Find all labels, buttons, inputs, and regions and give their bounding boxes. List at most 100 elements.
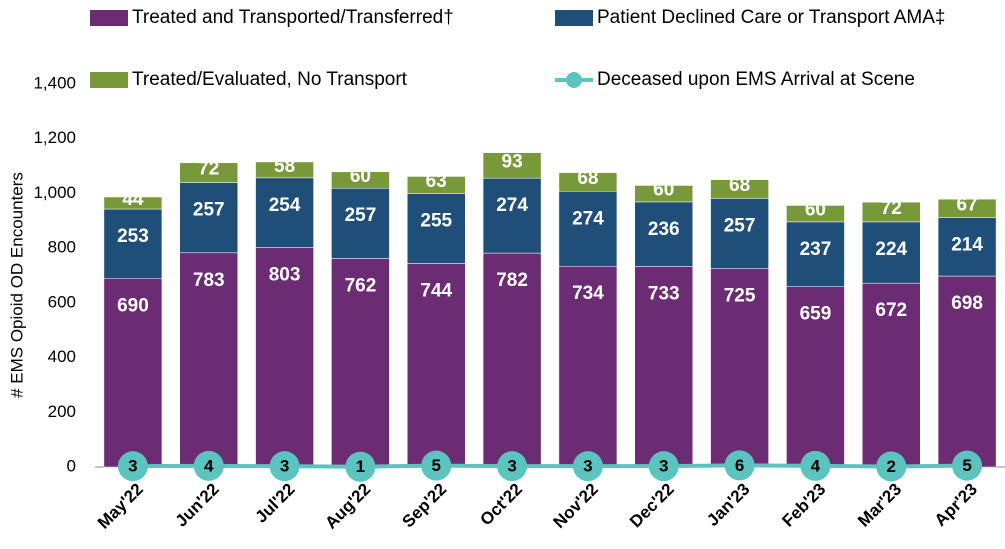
data-label: 672 (875, 300, 907, 321)
bar-segment (862, 201, 921, 223)
data-label: 274 (496, 195, 528, 216)
line-marker (421, 450, 452, 481)
line-label: 3 (659, 457, 668, 476)
data-label: 782 (496, 270, 528, 291)
bar-segment (558, 172, 618, 192)
bar-segment (482, 177, 542, 254)
x-tick-label: Oct'22 (476, 480, 526, 530)
legend-label: Treated and Transported/Transferred† (132, 7, 454, 28)
x-tick-label: Dec'22 (626, 480, 678, 532)
data-label: 68 (577, 168, 598, 189)
x-tick-label: Sep'22 (399, 480, 451, 532)
line-label: 3 (507, 457, 516, 476)
data-label: 67 (957, 194, 978, 215)
line-label: 3 (280, 457, 289, 476)
y-tick-label: 400 (48, 347, 76, 366)
y-tick-label: 600 (48, 292, 76, 311)
x-tick-label: May'22 (94, 480, 147, 533)
line-marker (572, 451, 603, 482)
data-label: 72 (198, 159, 219, 180)
legend-swatch (566, 72, 582, 88)
line-label: 2 (887, 457, 896, 476)
data-label: 734 (572, 283, 604, 304)
bar-segment (482, 252, 542, 468)
bar-segment (103, 196, 163, 210)
line-marker (648, 451, 679, 482)
legend-swatch (555, 10, 593, 26)
line-marker (952, 450, 983, 481)
line-label: 5 (962, 456, 971, 475)
y-axis-label: # EMS Opioid OD Encounters (7, 172, 26, 398)
line-label: 3 (583, 457, 592, 476)
line-marker (193, 450, 224, 481)
y-tick-label: 0 (67, 456, 76, 475)
data-label: 659 (800, 304, 832, 325)
bar-segment (710, 198, 769, 269)
data-label: 257 (724, 215, 756, 236)
legend-label: Deceased upon EMS Arrival at Scene (597, 69, 915, 90)
legend-swatch (90, 72, 128, 88)
bar-segment (862, 221, 921, 284)
bar-segment (255, 247, 314, 468)
bar-segment (558, 190, 618, 267)
bar-segment (103, 277, 163, 468)
data-label: 783 (193, 270, 225, 291)
data-label: 60 (805, 200, 826, 221)
x-tick-label: Aug'22 (321, 480, 374, 533)
y-tick-label: 800 (48, 238, 76, 257)
bar-segment (558, 265, 618, 468)
data-label: 63 (426, 171, 447, 192)
line-marker (800, 450, 831, 481)
bar-segment (937, 275, 997, 468)
bar-segment (710, 179, 769, 199)
legend-label: Patient Declined Care or Transport AMA‡ (597, 7, 946, 28)
line-marker (269, 451, 300, 482)
line-label: 6 (735, 456, 744, 475)
bar-segment (786, 221, 845, 287)
bar-segment (786, 286, 845, 468)
data-label: 803 (269, 264, 301, 285)
data-label: 253 (117, 226, 149, 247)
bar-segment (179, 162, 238, 183)
bar-segment (331, 187, 390, 259)
data-label: 698 (951, 293, 983, 314)
data-label: 224 (875, 239, 907, 260)
x-tick-label: Apr'23 (931, 480, 981, 530)
data-label: 93 (502, 151, 523, 172)
bar-segment (862, 282, 921, 468)
data-label: 690 (117, 295, 149, 316)
line-marker (497, 451, 528, 482)
line-label: 4 (204, 456, 214, 475)
x-tick-label: Mar'23 (854, 480, 905, 531)
line-marker (724, 450, 755, 481)
line-label: 3 (128, 457, 137, 476)
bar-segment (710, 268, 769, 468)
data-label: 733 (648, 283, 680, 304)
y-tick-label: 1,200 (33, 128, 76, 147)
bar-segment (634, 266, 693, 468)
bar-segment (331, 258, 390, 468)
y-tick-label: 200 (48, 402, 76, 421)
data-label: 762 (345, 276, 377, 297)
data-label: 44 (122, 189, 144, 210)
data-label: 214 (951, 235, 983, 256)
bar-segment (407, 176, 466, 194)
bar-segment (937, 198, 997, 218)
data-label: 60 (653, 180, 674, 201)
bar-segment (786, 205, 845, 223)
data-label: 68 (729, 175, 750, 196)
data-label: 237 (800, 239, 832, 260)
data-label: 72 (881, 198, 902, 219)
bar-segment (634, 201, 693, 267)
line-marker (117, 451, 148, 482)
data-label: 274 (572, 208, 604, 229)
bar-segment (407, 263, 466, 468)
bar-segment (255, 161, 314, 179)
data-label: 60 (350, 166, 371, 187)
x-tick-label: Feb'23 (778, 480, 829, 531)
y-tick-label: 1,000 (33, 183, 76, 202)
data-label: 257 (345, 205, 377, 226)
data-label: 744 (420, 280, 452, 301)
line-label: 5 (432, 456, 441, 475)
